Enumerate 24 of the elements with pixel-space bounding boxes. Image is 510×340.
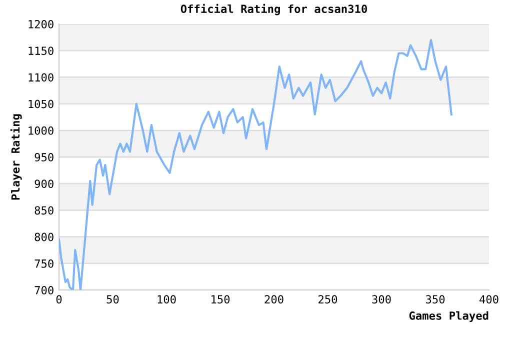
x-tick-label: 250 <box>318 295 338 304</box>
y-tick-label: 1000 <box>28 126 54 135</box>
y-tick-label: 1050 <box>28 100 54 108</box>
x-axis-title: Games Played <box>409 311 488 322</box>
y-tick-label: 1150 <box>28 46 54 56</box>
x-tick-label: 100 <box>158 295 176 304</box>
y-tick-label: 900 <box>34 180 54 188</box>
chart-title: Official Rating for acsan310 <box>180 4 367 16</box>
y-tick-label: 750 <box>34 259 54 268</box>
y-tick-label: 700 <box>34 286 54 294</box>
y-tick-label: 1200 <box>28 20 54 28</box>
y-tick-label: 800 <box>34 232 54 242</box>
y-tick-label: 850 <box>34 206 54 215</box>
x-tick-label: 150 <box>212 295 230 304</box>
x-tick-label: 400 <box>480 295 498 304</box>
y-tick-label: 1100 <box>28 73 54 82</box>
y-tick-label: 950 <box>34 153 54 162</box>
x-tick-label: 350 <box>426 295 445 304</box>
x-tick-label: 200 <box>264 295 284 304</box>
x-tick-label: 300 <box>372 295 391 304</box>
line-series <box>59 38 452 290</box>
y-axis-title: Player Rating <box>10 114 22 200</box>
x-tick-label: 0 <box>56 295 62 304</box>
x-tick-label: 50 <box>106 295 119 304</box>
